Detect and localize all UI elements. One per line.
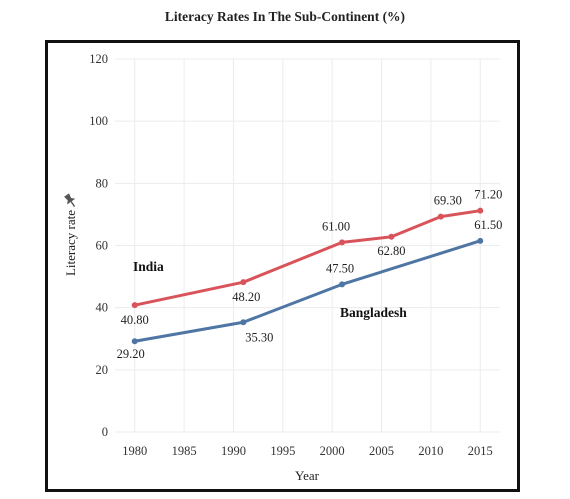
data-label: 61.00 — [322, 219, 350, 233]
grid-lines — [115, 58, 500, 433]
data-label: 61.50 — [474, 218, 502, 232]
series-name-bangladesh: Bangladesh — [340, 305, 407, 320]
data-label: 71.20 — [474, 188, 502, 202]
x-tick-label: 2010 — [418, 444, 443, 458]
x-axis-label: Year — [295, 468, 320, 483]
y-tick-label: 120 — [89, 52, 108, 66]
series-annotations: India Bangladesh — [133, 259, 407, 320]
pin-icon[interactable] — [62, 192, 78, 209]
y-axis-ticks: 0 20 40 60 80 100 120 — [89, 52, 108, 439]
x-tick-label: 2000 — [320, 444, 345, 458]
data-point — [339, 239, 346, 246]
chart-title: Literacy Rates In The Sub-Continent (%) — [164, 9, 406, 24]
data-label: 29.20 — [117, 347, 145, 361]
data-label: 47.50 — [326, 261, 354, 275]
data-point — [437, 213, 444, 220]
x-tick-label: 1990 — [221, 444, 246, 458]
series-line — [134, 239, 481, 343]
x-tick-label: 2005 — [369, 444, 394, 458]
data-label: 62.80 — [377, 244, 405, 258]
x-tick-label: 1980 — [122, 444, 147, 458]
data-point — [388, 233, 395, 240]
data-point — [477, 207, 484, 214]
y-tick-label: 60 — [96, 239, 109, 253]
data-labels: 40.80 48.20 61.00 62.80 69.30 71.20 29.20 35.30… — [117, 188, 503, 362]
x-tick-label: 1985 — [172, 444, 197, 458]
x-tick-label: 1995 — [270, 444, 295, 458]
chart-frame — [45, 40, 520, 492]
data-point — [240, 279, 247, 286]
data-label: 35.30 — [245, 330, 273, 344]
series-name-india: India — [133, 259, 164, 274]
y-tick-label: 100 — [89, 114, 108, 128]
data-label: 69.30 — [434, 194, 462, 208]
y-axis-label: Literacy rate — [63, 210, 78, 276]
series-line — [134, 209, 481, 307]
x-tick-label: 2015 — [468, 444, 493, 458]
data-label: 48.20 — [232, 290, 260, 304]
data-point — [477, 237, 484, 244]
x-axis-ticks: 1980 1985 1990 1995 2000 2005 2010 2015 — [122, 444, 493, 458]
y-tick-label: 0 — [102, 425, 108, 439]
y-tick-label: 20 — [96, 363, 109, 377]
series-lines — [131, 207, 484, 345]
data-point — [131, 338, 138, 345]
data-point — [339, 281, 346, 288]
data-point — [131, 302, 138, 309]
y-tick-label: 80 — [96, 176, 109, 190]
data-point — [240, 319, 247, 326]
data-label: 40.80 — [121, 313, 149, 327]
y-tick-label: 40 — [96, 301, 109, 315]
